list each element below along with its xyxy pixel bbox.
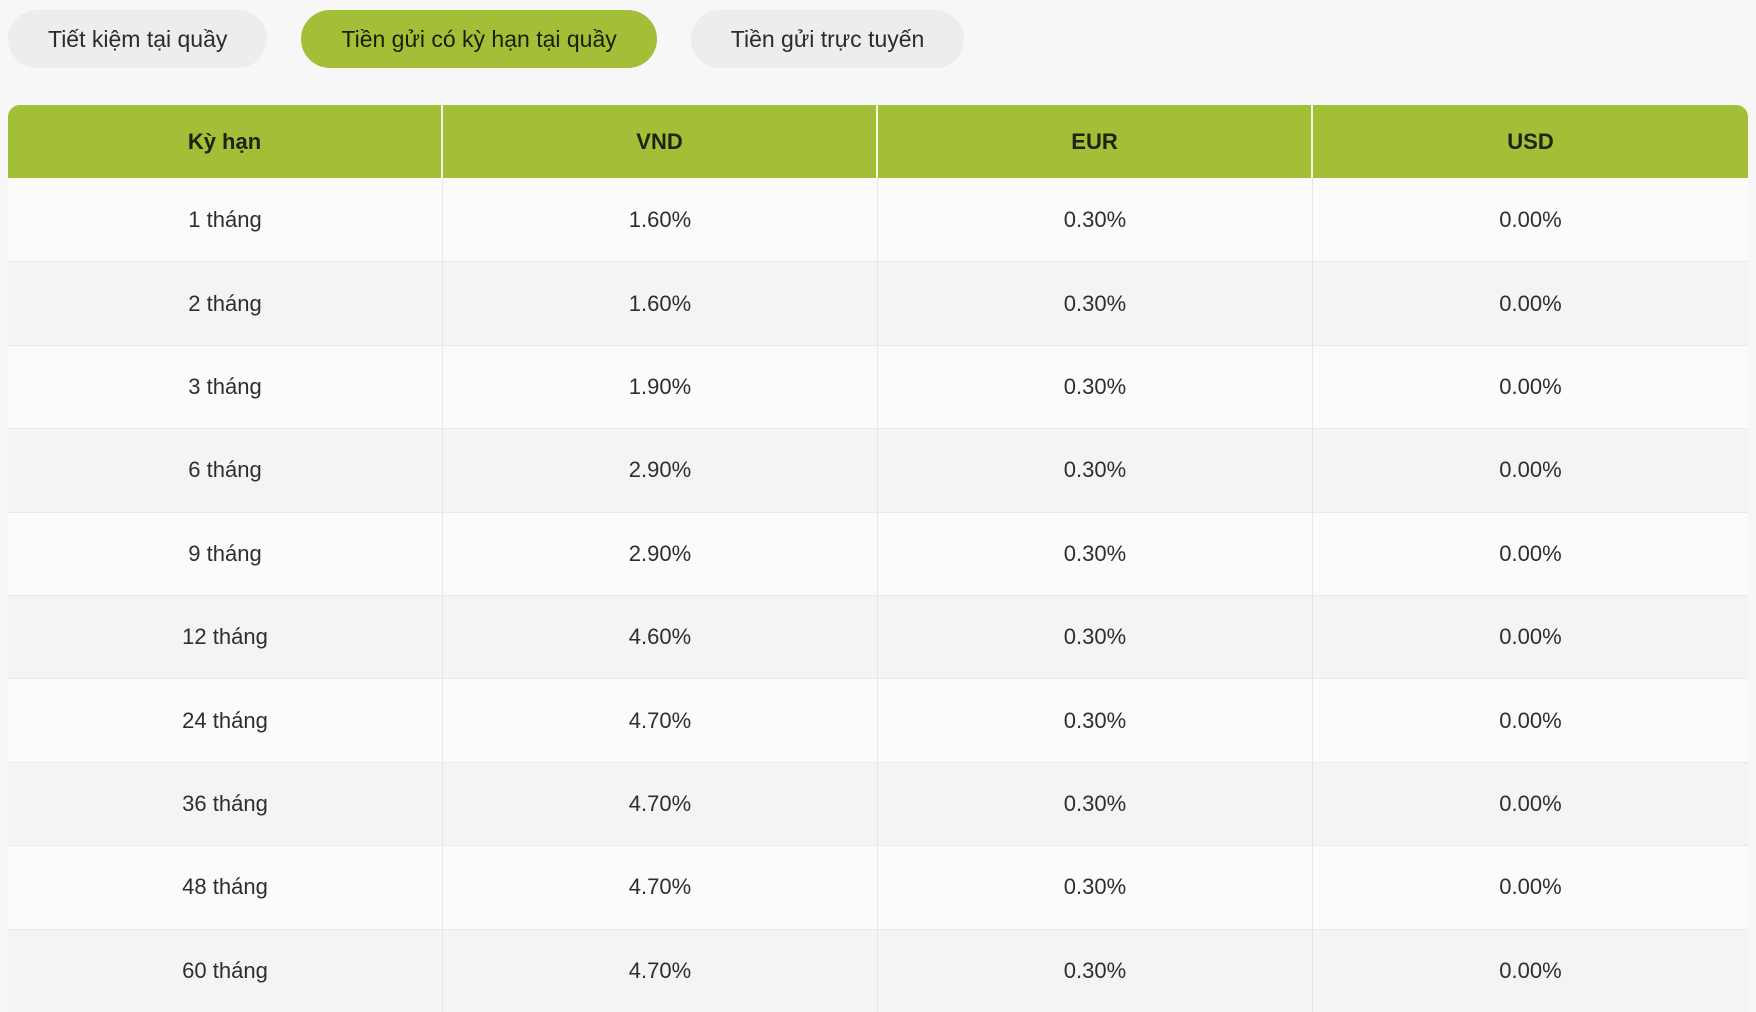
rate-cell: 0.30% — [878, 429, 1313, 512]
rate-cell: 0.00% — [1499, 206, 1562, 232]
table-row: 60 tháng 4.70% 0.30% 0.00% — [8, 928, 1748, 1012]
column-header-vnd: VND — [443, 105, 878, 178]
term-cell: 3 tháng — [8, 345, 443, 429]
rate-cell: 0.30% — [878, 595, 1313, 679]
rate-cell: 0.30% — [878, 679, 1313, 762]
column-header-eur: EUR — [878, 105, 1313, 178]
table-row: 36 tháng 4.70% 0.30% 0.00% — [8, 761, 1748, 846]
term-cell: 2 tháng — [8, 262, 443, 345]
table-row: 3 tháng 1.90% 0.30% 0.00% — [8, 344, 1748, 429]
table-row: 24 tháng 4.70% 0.30% 0.00% — [8, 678, 1748, 762]
rate-cell: 0.30% — [878, 762, 1313, 846]
term-cell: 24 tháng — [8, 679, 443, 762]
table-row: 2 tháng 1.60% 0.30% 0.00% — [8, 261, 1748, 345]
rate-cell: 0.00% — [1499, 624, 1562, 650]
term-cell: 48 tháng — [8, 846, 443, 929]
term-cell: 36 tháng — [8, 762, 443, 846]
table-row: 48 tháng 4.70% 0.30% 0.00% — [8, 845, 1748, 929]
term-cell: 6 tháng — [8, 429, 443, 512]
rate-cell: 1.60% — [443, 178, 878, 262]
rate-cell: 0.30% — [878, 178, 1313, 262]
rate-cell: 4.70% — [443, 929, 878, 1012]
rate-cell: 0.30% — [878, 929, 1313, 1012]
term-cell: 1 tháng — [8, 178, 443, 262]
term-cell: 9 tháng — [8, 512, 443, 595]
rate-cell: 1.90% — [443, 345, 878, 429]
rate-cell: 0.00% — [1499, 707, 1562, 733]
tab-tien-gui-co-ky-han-tai-quay[interactable]: Tiền gửi có kỳ hạn tại quầy — [301, 10, 657, 68]
rate-cell: 0.00% — [1499, 540, 1562, 566]
table-row: 9 tháng 2.90% 0.30% 0.00% — [8, 511, 1748, 595]
rate-cell: 4.70% — [443, 679, 878, 762]
rate-cell: 0.30% — [878, 262, 1313, 345]
table-header-row: Kỳ hạn VND EUR USD — [8, 105, 1748, 178]
deposit-type-tabs: Tiết kiệm tại quầy Tiền gửi có kỳ hạn tại… — [8, 10, 965, 68]
rate-cell: 2.90% — [443, 512, 878, 595]
rate-cell: 0.30% — [878, 512, 1313, 595]
rate-cell: 2.90% — [443, 429, 878, 512]
rate-cell: 4.70% — [443, 846, 878, 929]
rate-cell: 0.00% — [1499, 290, 1562, 316]
table-row: 6 tháng 2.90% 0.30% 0.00% — [8, 428, 1748, 512]
tab-tien-gui-truc-tuyen[interactable]: Tiền gửi trực tuyến — [690, 10, 965, 68]
rate-cell: 0.00% — [1499, 957, 1562, 983]
rate-cell: 0.00% — [1499, 874, 1562, 900]
tab-tiet-kiem-tai-quay[interactable]: Tiết kiệm tại quầy — [8, 10, 268, 68]
rate-cell: 4.70% — [443, 762, 878, 846]
rate-cell: 4.60% — [443, 595, 878, 679]
rate-cell: 0.00% — [1499, 790, 1562, 816]
rate-cell: 0.30% — [878, 846, 1313, 929]
table-row: 1 tháng 1.60% 0.30% 0.00% — [8, 178, 1748, 262]
column-header-ky-han: Kỳ hạn — [8, 105, 443, 178]
rate-cell: 0.30% — [878, 345, 1313, 429]
interest-rate-table: Kỳ hạn VND EUR USD 1 tháng 1.60% 0.30% 0.00% 2 … — [8, 105, 1748, 1012]
term-cell: 60 tháng — [8, 929, 443, 1012]
column-header-usd: USD — [1507, 128, 1554, 154]
rate-cell: 0.00% — [1499, 373, 1562, 399]
rate-cell: 0.00% — [1499, 457, 1562, 483]
term-cell: 12 tháng — [8, 595, 443, 679]
rate-cell: 1.60% — [443, 262, 878, 345]
table-row: 12 tháng 4.60% 0.30% 0.00% — [8, 594, 1748, 679]
table-body: 1 tháng 1.60% 0.30% 0.00% 2 tháng 1.60% 0.30% 0… — [8, 178, 1748, 1012]
